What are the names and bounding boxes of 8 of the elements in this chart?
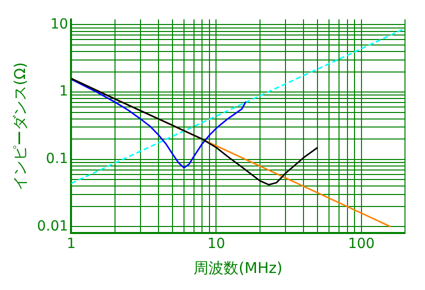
y-axis-title: インピーダンス(Ω) (10, 62, 29, 190)
y-tick-label: 10 (50, 16, 68, 32)
x-axis-title: 周波数(MHz) (194, 258, 282, 277)
y-tick-label: 1 (59, 84, 68, 100)
y-tick-label: 0.01 (37, 218, 68, 234)
x-tick-label: 10 (207, 236, 226, 252)
y-tick-label: 0.1 (46, 151, 68, 167)
x-tick-label: 100 (348, 236, 375, 252)
